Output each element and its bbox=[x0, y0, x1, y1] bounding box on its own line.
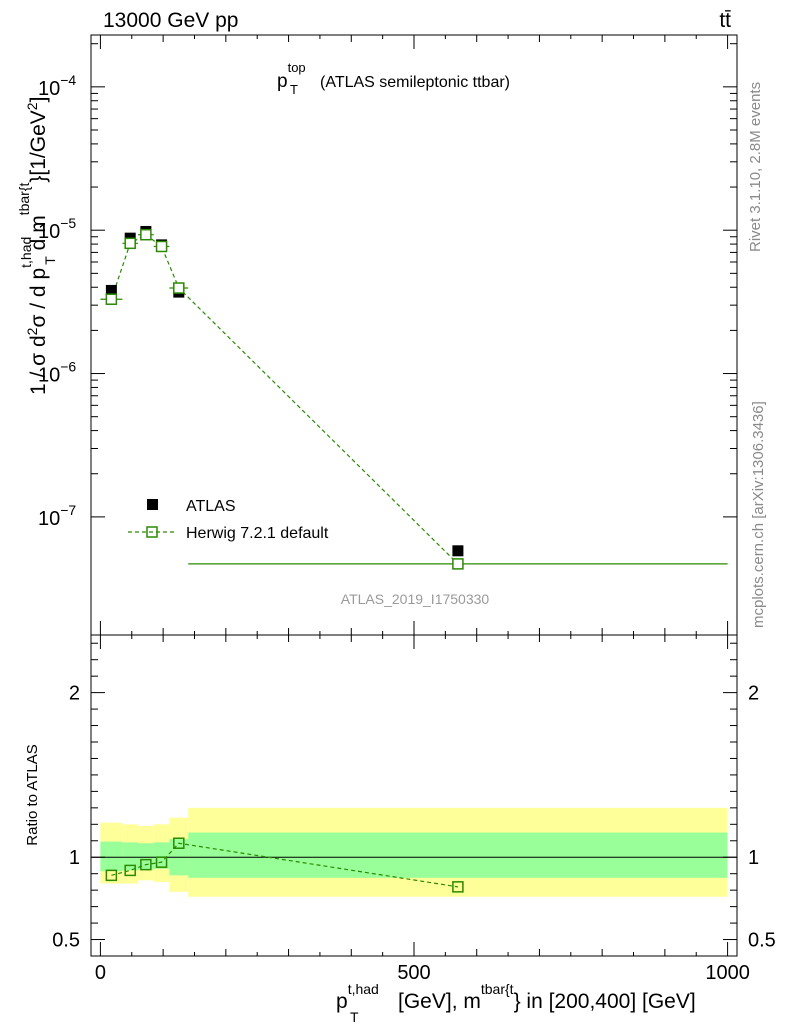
ratio-line bbox=[111, 842, 458, 888]
mc-point bbox=[452, 558, 464, 570]
data-point bbox=[452, 545, 464, 557]
ratio-ytick-label: 2 bbox=[69, 683, 80, 705]
ratio-ytick-label-right: 2 bbox=[748, 683, 759, 705]
legend-data-marker bbox=[147, 499, 158, 510]
ratio-ytick-labels: 0.5 0.5 1 1 2 2 bbox=[52, 683, 776, 952]
ratio-ticks bbox=[91, 635, 737, 956]
legend-data-label: ATLAS bbox=[186, 498, 236, 515]
source-label: mcplots.cern.ch [arXiv:1306.3436] bbox=[750, 401, 767, 628]
title-main: p bbox=[277, 71, 288, 92]
xlabel-end: } in [200,400] [GeV] bbox=[514, 990, 696, 1013]
xlabel-sup2: tbar{t bbox=[481, 981, 514, 997]
ratio-points bbox=[105, 837, 464, 893]
inner-band bbox=[188, 832, 728, 878]
mc-point bbox=[105, 293, 118, 305]
ratio-point bbox=[452, 881, 464, 893]
mc-line bbox=[110, 234, 459, 565]
mc-points bbox=[100, 228, 728, 570]
x-axis-label: pt,had T [GeV], mtbar{t} in [200,400] [GeV… bbox=[336, 981, 696, 1024]
ratio-ytick-label: 1 bbox=[69, 847, 80, 869]
mc-point bbox=[140, 228, 152, 241]
plot-title: ptop T (ATLAS semileptonic ttbar) bbox=[277, 60, 510, 97]
main-frame bbox=[90, 34, 738, 636]
mc-point bbox=[124, 237, 136, 250]
ratio-lines bbox=[111, 842, 458, 888]
legend-mc-label: Herwig 7.2.1 default bbox=[186, 525, 329, 542]
mc-point bbox=[155, 240, 168, 253]
energy-label: 13000 GeV pp bbox=[103, 9, 238, 32]
inner-band bbox=[122, 842, 139, 871]
ratio-point bbox=[155, 856, 168, 868]
xlabel-p: p bbox=[336, 990, 348, 1013]
ratio-point bbox=[140, 858, 152, 871]
main-ytick-label: 10−7 bbox=[38, 502, 76, 530]
inner-band bbox=[138, 843, 154, 870]
ratio-frame bbox=[90, 634, 738, 957]
ratio-point bbox=[124, 864, 136, 877]
title-rest: (ATLAS semileptonic ttbar) bbox=[320, 74, 510, 91]
ratio-point bbox=[173, 837, 185, 849]
main-ytick-label: 10−4 bbox=[38, 72, 76, 100]
title-sub: T bbox=[290, 82, 298, 97]
legend-mc-marker bbox=[146, 526, 158, 538]
xlabel-sup1: t,had bbox=[348, 981, 379, 997]
inner-band bbox=[153, 842, 170, 869]
x-tick-label: 0 bbox=[95, 962, 106, 984]
rivet-label: Rivet 3.1.10, 2.8M events bbox=[747, 82, 764, 252]
x-tick-label: 1000 bbox=[705, 962, 750, 984]
ratio-point bbox=[105, 869, 118, 882]
ratio-ytick-label-right: 1 bbox=[748, 847, 759, 869]
process-label: tt̄ bbox=[719, 9, 731, 32]
ratio-panel: 0.5 0.5 1 1 2 2 0 500 1000 Ratio to ATLAS pt,ha… bbox=[24, 634, 776, 1024]
analysis-watermark: ATLAS_2019_I1750330 bbox=[341, 591, 490, 607]
x-tick-label: 500 bbox=[397, 962, 430, 984]
ratio-ytick-label: 0.5 bbox=[52, 930, 80, 952]
main-ticks bbox=[91, 35, 737, 635]
inner-band bbox=[100, 841, 123, 872]
title-sup: top bbox=[288, 60, 306, 75]
uncertainty-bands bbox=[100, 807, 728, 897]
mc-point bbox=[173, 282, 185, 294]
ratio-ytick-label-right: 0.5 bbox=[748, 930, 776, 952]
ratio-ylabel: Ratio to ATLAS bbox=[24, 744, 41, 845]
xlabel-sub: T bbox=[350, 1009, 359, 1024]
data-point bbox=[105, 284, 117, 296]
x-tick-labels: 0 500 1000 bbox=[95, 962, 750, 984]
main-lines bbox=[110, 234, 459, 565]
main-panel: 10−710−610−510−4 ptop T (ATLAS semileptoni… bbox=[16, 34, 738, 636]
data-points bbox=[105, 225, 464, 557]
main-ylabel: 1 / σ d2σ / d pt,had T d mtbar{t}[1/GeV2] bbox=[16, 97, 58, 395]
xlabel-mid: [GeV], m bbox=[398, 990, 481, 1013]
